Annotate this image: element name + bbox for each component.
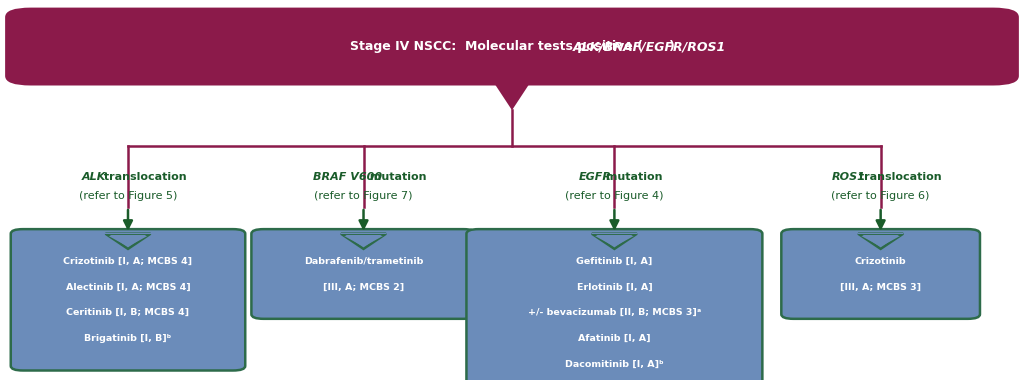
Polygon shape	[341, 233, 386, 234]
Text: ALK/BRAF/EGFR/ROS1: ALK/BRAF/EGFR/ROS1	[573, 40, 726, 53]
Text: EGFR: EGFR	[579, 172, 611, 182]
Text: Dacomitinib [I, A]ᵇ: Dacomitinib [I, A]ᵇ	[565, 360, 664, 369]
Text: (refer to Figure 6): (refer to Figure 6)	[831, 191, 930, 201]
Polygon shape	[109, 236, 147, 247]
FancyBboxPatch shape	[251, 229, 475, 319]
Text: Stage IV NSCC:  Molecular tests positive (: Stage IV NSCC: Molecular tests positive …	[349, 40, 643, 53]
Polygon shape	[105, 234, 151, 249]
Text: (refer to Figure 4): (refer to Figure 4)	[565, 191, 664, 201]
Text: BRAF V600: BRAF V600	[313, 172, 382, 182]
Text: ALK: ALK	[82, 172, 106, 182]
Text: mutation: mutation	[602, 172, 663, 182]
Text: Crizotinib: Crizotinib	[855, 256, 906, 266]
Polygon shape	[861, 236, 900, 247]
Polygon shape	[344, 236, 383, 247]
FancyBboxPatch shape	[466, 229, 762, 380]
Text: Brigatinib [I, B]ᵇ: Brigatinib [I, B]ᵇ	[84, 334, 172, 343]
Text: ): )	[669, 40, 675, 53]
Text: Alectinib [I, A; MCBS 4]: Alectinib [I, A; MCBS 4]	[66, 282, 190, 291]
FancyBboxPatch shape	[5, 8, 1019, 86]
Text: (refer to Figure 5): (refer to Figure 5)	[79, 191, 177, 201]
Text: Crizotinib [I, A; MCBS 4]: Crizotinib [I, A; MCBS 4]	[63, 256, 193, 266]
Text: Ceritinib [I, B; MCBS 4]: Ceritinib [I, B; MCBS 4]	[67, 308, 189, 317]
Polygon shape	[341, 234, 386, 249]
Text: Dabrafenib/trametinib: Dabrafenib/trametinib	[304, 256, 423, 266]
Polygon shape	[105, 233, 151, 234]
Text: translocation: translocation	[99, 172, 186, 182]
Text: translocation: translocation	[855, 172, 942, 182]
Text: ROS1: ROS1	[831, 172, 865, 182]
Text: mutation: mutation	[367, 172, 427, 182]
Text: Afatinib [I, A]: Afatinib [I, A]	[579, 334, 650, 343]
Polygon shape	[858, 233, 903, 234]
Text: (refer to Figure 7): (refer to Figure 7)	[314, 191, 413, 201]
FancyBboxPatch shape	[11, 229, 246, 370]
Polygon shape	[592, 233, 637, 234]
Text: Gefitinib [I, A]: Gefitinib [I, A]	[577, 256, 652, 266]
Polygon shape	[858, 234, 903, 249]
Text: Erlotinib [I, A]: Erlotinib [I, A]	[577, 282, 652, 291]
Polygon shape	[595, 236, 634, 247]
FancyBboxPatch shape	[781, 229, 980, 319]
Text: [III, A; MCBS 2]: [III, A; MCBS 2]	[323, 282, 404, 291]
Text: [III, A; MCBS 3]: [III, A; MCBS 3]	[840, 282, 922, 291]
Polygon shape	[592, 234, 637, 249]
Polygon shape	[489, 76, 535, 110]
Text: +/- bevacizumab [II, B; MCBS 3]ᵃ: +/- bevacizumab [II, B; MCBS 3]ᵃ	[527, 308, 701, 317]
